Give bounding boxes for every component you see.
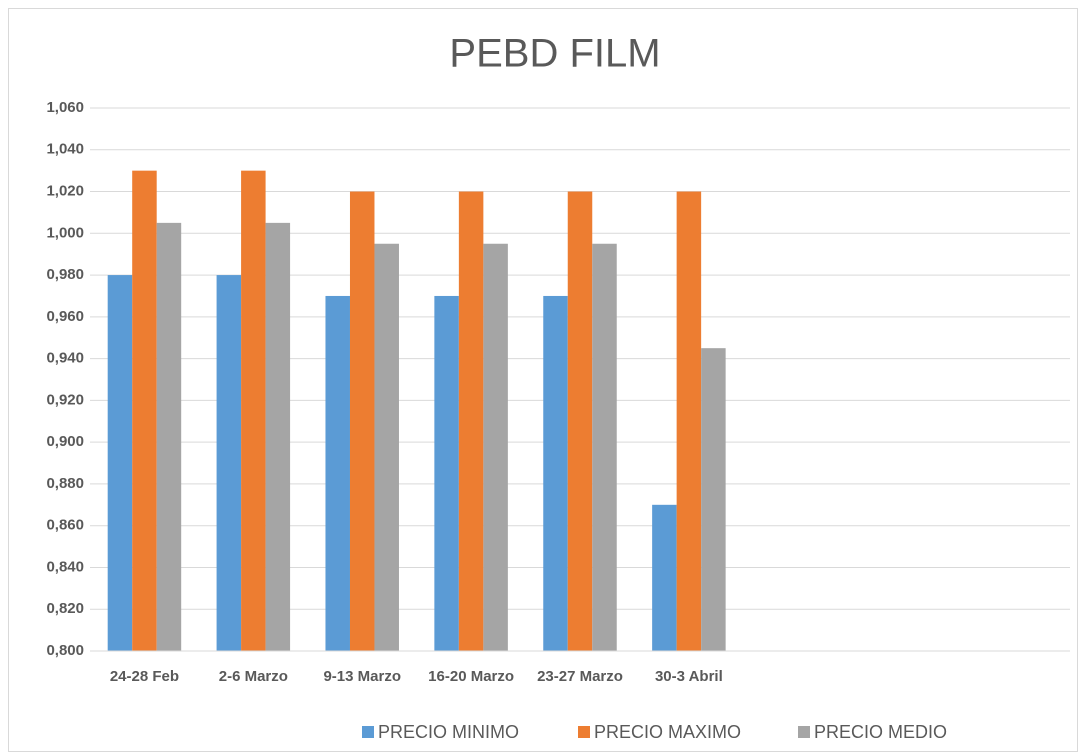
y-tick-label: 0,840: [46, 558, 84, 575]
bar: [567, 191, 593, 652]
x-tick-label: 2-6 Marzo: [219, 668, 288, 685]
chart-title: PEBD FILM: [449, 32, 660, 76]
bar: [216, 275, 242, 651]
legend-label: PRECIO MINIMO: [378, 722, 519, 742]
bar: [592, 243, 617, 651]
y-tick-label: 0,880: [46, 475, 84, 492]
x-tick-label: 24-28 Feb: [110, 668, 179, 685]
bar: [652, 504, 677, 651]
legend-swatch: [798, 726, 810, 738]
bar: [676, 191, 702, 652]
bar: [349, 191, 375, 652]
legend-label: PRECIO MEDIO: [814, 722, 947, 742]
bar: [132, 170, 157, 651]
y-tick-label: 0,900: [46, 433, 84, 450]
bar: [374, 243, 399, 651]
y-tick-label: 0,960: [46, 308, 84, 325]
y-tick-label: 0,800: [46, 642, 84, 659]
bar: [458, 191, 484, 652]
bar: [701, 348, 726, 651]
legend-swatch: [578, 726, 590, 738]
chart-border: [8, 8, 1078, 752]
y-tick-label: 0,820: [46, 600, 84, 617]
y-tick-label: 0,940: [46, 350, 84, 367]
bar: [483, 243, 508, 651]
bar: [434, 295, 459, 651]
x-tick-label: 9-13 Marzo: [323, 668, 401, 685]
x-tick-label: 16-20 Marzo: [428, 668, 514, 685]
y-tick-label: 1,000: [46, 224, 84, 241]
y-tick-label: 0,860: [46, 517, 84, 534]
y-tick-label: 1,060: [46, 99, 84, 116]
bar: [241, 170, 266, 651]
x-tick-label: 30-3 Abril: [655, 668, 723, 685]
y-tick-label: 1,040: [46, 141, 84, 158]
bar: [107, 275, 133, 651]
legend-label: PRECIO MAXIMO: [594, 722, 741, 742]
y-tick-label: 0,980: [46, 266, 84, 283]
bar: [543, 295, 568, 651]
y-tick-label: 1,020: [46, 183, 84, 200]
x-tick-label: 23-27 Marzo: [537, 668, 623, 685]
bar: [156, 222, 182, 651]
bar: [265, 222, 291, 651]
y-tick-label: 0,920: [46, 391, 84, 408]
bar: [325, 295, 350, 651]
legend-swatch: [362, 726, 374, 738]
